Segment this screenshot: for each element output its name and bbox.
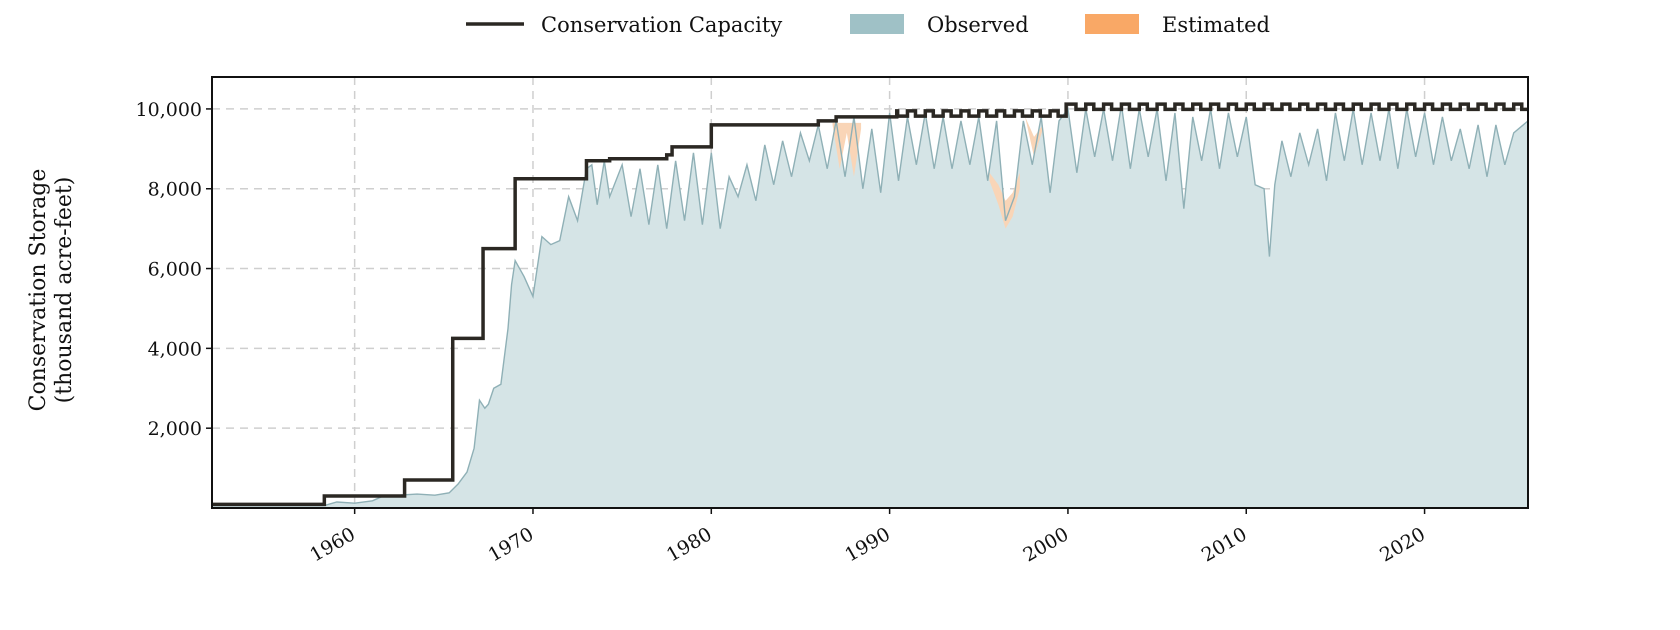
legend-label-capacity: Conservation Capacity xyxy=(541,13,782,37)
x-tick-label-1990: 1990 xyxy=(841,523,894,566)
y-tick-label-8000: 8,000 xyxy=(148,179,202,201)
x-axis-ticks: 1960 1970 1980 1990 2000 2010 2020 xyxy=(306,508,1429,567)
y-tick-label-2000: 2,000 xyxy=(148,418,202,440)
x-tick-label-1960: 1960 xyxy=(306,523,359,566)
plot-areas xyxy=(212,104,1528,509)
y-tick-label-4000: 4,000 xyxy=(148,338,202,360)
y-axis-title-line-2: (thousand acre-feet) xyxy=(52,177,77,404)
y-axis-title: Conservation Storage (thousand acre-feet… xyxy=(26,169,77,412)
plot-lines xyxy=(212,102,1529,507)
x-tick-label-2000: 2000 xyxy=(1020,523,1073,566)
y-tick-label-10000: 10,000 xyxy=(136,99,202,121)
capacity-step-line xyxy=(212,102,1528,507)
estimated-area-2 xyxy=(1025,116,1043,157)
observed-area xyxy=(212,104,1528,509)
x-tick-label-2010: 2010 xyxy=(1198,523,1251,566)
y-tick-label-6000: 6,000 xyxy=(148,259,202,281)
plot-frame xyxy=(211,76,1529,509)
legend-swatch-observed xyxy=(850,14,904,34)
x-tick-label-1980: 1980 xyxy=(663,523,716,566)
x-tick-label-1970: 1970 xyxy=(485,523,538,566)
legend: Conservation Capacity Observed Estimated xyxy=(466,13,1270,37)
estimated-area-1 xyxy=(989,172,1020,229)
y-axis-title-line-1: Conservation Storage xyxy=(26,169,51,412)
legend-swatch-estimated xyxy=(1085,14,1139,34)
legend-label-observed: Observed xyxy=(927,13,1029,37)
estimated-area-0 xyxy=(832,122,862,177)
legend-label-estimated: Estimated xyxy=(1162,13,1270,37)
y-axis-ticks: 2,000 4,000 6,000 8,000 10,000 xyxy=(136,99,212,440)
x-tick-label-2020: 2020 xyxy=(1376,523,1429,566)
